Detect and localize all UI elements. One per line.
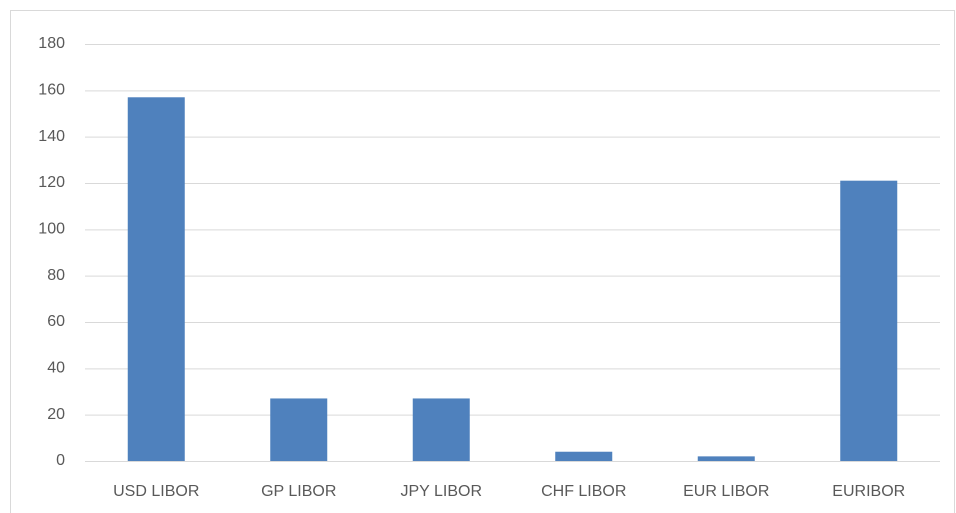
x-tick-label: CHF LIBOR — [541, 483, 626, 500]
bar — [840, 180, 898, 461]
y-tick-label: 80 — [47, 267, 65, 284]
y-tick-label: 180 — [38, 35, 65, 52]
y-tick-label: 40 — [47, 360, 65, 377]
x-tick-label: JPY LIBOR — [400, 483, 482, 500]
chart-frame — [10, 10, 955, 513]
x-tick-label: EURIBOR — [832, 483, 905, 500]
bar — [412, 398, 470, 461]
y-tick-label: 20 — [47, 406, 65, 423]
y-tick-label: 140 — [38, 128, 65, 145]
bar — [270, 398, 328, 461]
x-tick-label: EUR LIBOR — [683, 483, 769, 500]
y-tick-label: 60 — [47, 313, 65, 330]
y-tick-label: 100 — [38, 221, 65, 238]
bar — [127, 97, 185, 462]
y-tick-label: 120 — [38, 174, 65, 191]
x-tick-label: GP LIBOR — [261, 483, 336, 500]
x-tick-label: USD LIBOR — [113, 483, 199, 500]
y-tick-label: 160 — [38, 82, 65, 99]
y-tick-label: 0 — [56, 452, 65, 469]
bar — [697, 456, 755, 461]
bar — [555, 451, 613, 461]
